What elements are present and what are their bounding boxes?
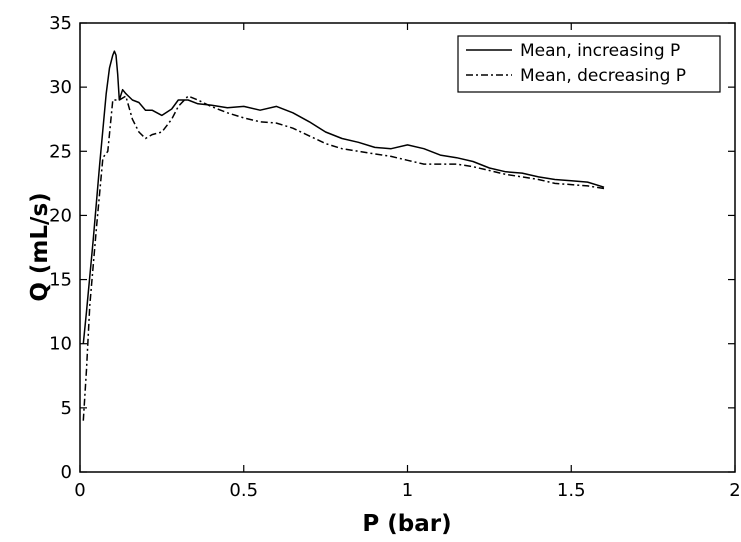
y-tick-label: 30 (49, 77, 72, 98)
y-tick-label: 0 (61, 462, 72, 483)
x-tick-label: 1 (402, 480, 413, 501)
x-tick-label: 0 (74, 480, 85, 501)
legend-label-decreasing: Mean, decreasing P (520, 66, 686, 86)
y-tick-label: 35 (49, 13, 72, 34)
x-tick-label: 1.5 (557, 480, 586, 501)
y-tick-label: 10 (49, 334, 72, 355)
x-tick-label: 0.5 (229, 480, 258, 501)
y-tick-label: 25 (49, 141, 72, 162)
legend: Mean, increasing P Mean, decreasing P (457, 35, 721, 93)
legend-label-increasing: Mean, increasing P (520, 41, 680, 61)
y-tick-label: 15 (49, 270, 72, 291)
x-axis-title: P (bar) (362, 511, 451, 537)
x-tick-label: 2 (729, 480, 740, 501)
series-line-decreasing (82, 95, 605, 421)
plot-area (79, 22, 736, 473)
series-line-increasing (82, 50, 605, 344)
x-axis: 0 0.5 1 1.5 2 (74, 23, 741, 501)
y-axis: 0 5 10 15 20 25 30 35 (49, 13, 735, 483)
y-axis-title: Q (mL/s) (27, 192, 53, 301)
legend-box (457, 35, 721, 93)
y-tick-label: 5 (61, 398, 72, 419)
series-layer (82, 50, 605, 421)
y-tick-label: 20 (49, 205, 72, 226)
